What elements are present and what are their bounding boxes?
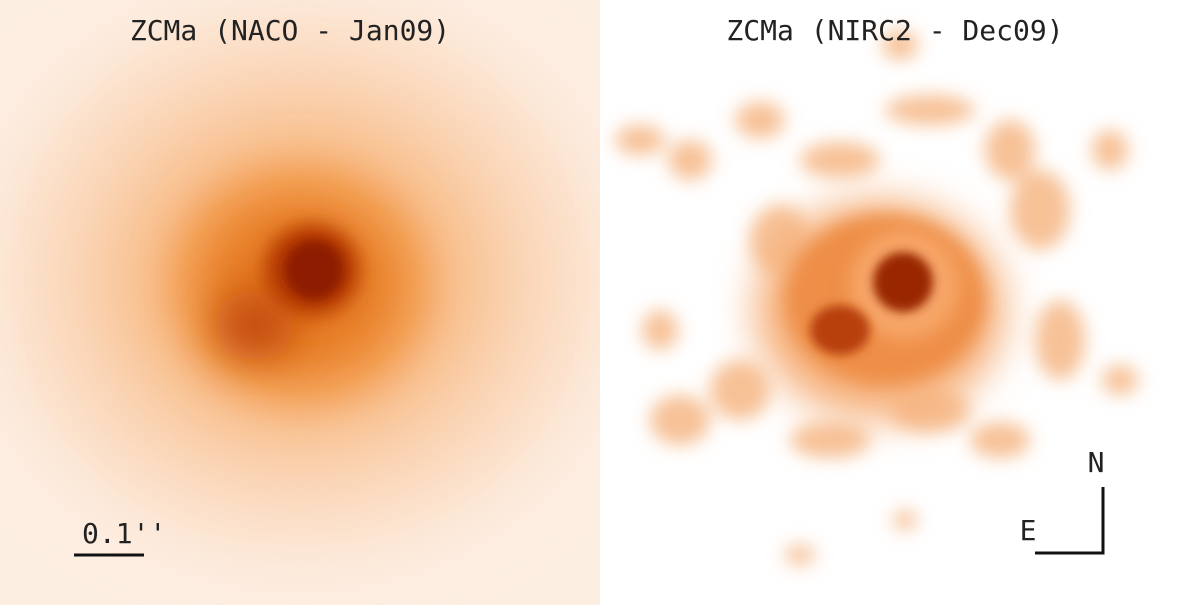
compass-east: E xyxy=(1020,514,1037,547)
scale-label: 0.1'' xyxy=(82,517,166,550)
naco-image xyxy=(0,0,600,605)
panel-title: ZCMa (NACO - Jan09) xyxy=(130,14,450,47)
nirc2-image xyxy=(602,0,1200,605)
compass xyxy=(1035,487,1105,555)
panel-title: ZCMa (NIRC2 - Dec09) xyxy=(726,14,1063,47)
compass-north: N xyxy=(1088,446,1105,479)
